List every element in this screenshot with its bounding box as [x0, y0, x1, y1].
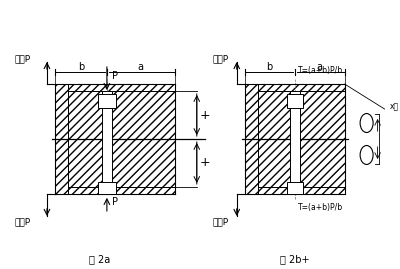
Bar — [287, 182, 303, 194]
Text: 拉力P: 拉力P — [213, 217, 229, 226]
Text: 拉力P: 拉力P — [213, 55, 229, 63]
Polygon shape — [68, 84, 175, 91]
Ellipse shape — [360, 114, 373, 133]
Polygon shape — [55, 84, 68, 139]
Ellipse shape — [360, 146, 373, 164]
Bar — [98, 94, 116, 108]
Polygon shape — [68, 139, 175, 187]
Text: a: a — [317, 62, 323, 72]
Text: T=(a+b)P/b: T=(a+b)P/b — [298, 66, 343, 75]
Text: b: b — [266, 62, 273, 72]
Text: b: b — [78, 62, 84, 72]
Bar — [290, 91, 300, 187]
Polygon shape — [68, 91, 175, 139]
Polygon shape — [258, 84, 345, 91]
Polygon shape — [55, 139, 68, 194]
Text: 拉力P: 拉力P — [15, 55, 31, 63]
Text: +: + — [200, 108, 210, 122]
Text: 图 2a: 图 2a — [89, 254, 110, 264]
Polygon shape — [68, 187, 175, 194]
Text: P: P — [112, 71, 118, 81]
Polygon shape — [245, 139, 258, 194]
Polygon shape — [258, 187, 345, 194]
Bar — [98, 182, 116, 194]
Text: 图 2b+: 图 2b+ — [280, 254, 310, 264]
Text: T=(a+b)P/b: T=(a+b)P/b — [298, 203, 343, 213]
Text: x点: x点 — [390, 102, 399, 112]
Polygon shape — [245, 84, 258, 139]
Text: 紧力P: 紧力P — [15, 217, 31, 226]
Text: a: a — [138, 62, 144, 72]
Text: P: P — [112, 197, 118, 207]
Polygon shape — [258, 139, 345, 187]
Polygon shape — [258, 91, 345, 139]
Bar — [287, 94, 303, 108]
Text: +: + — [200, 157, 210, 169]
Polygon shape — [55, 84, 175, 139]
Bar — [102, 91, 112, 187]
